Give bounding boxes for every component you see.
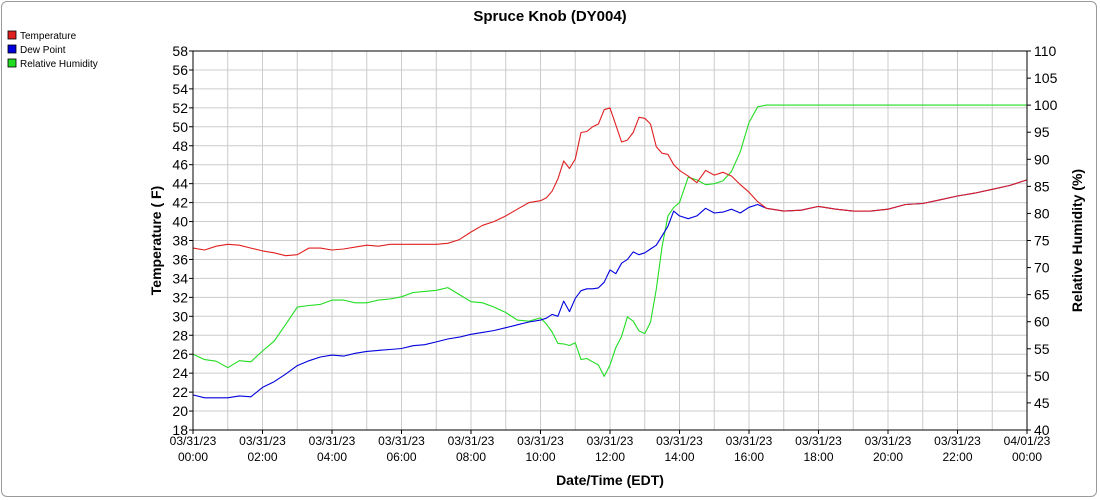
x-tick-label-time: 14:00 — [664, 450, 694, 464]
y-tick-label: 38 — [172, 233, 188, 249]
y2-tick-label: 90 — [1034, 151, 1050, 167]
legend-label-dew-point: Dew Point — [20, 45, 66, 56]
y-tick-label: 58 — [172, 43, 188, 59]
x-tick-label-date: 03/31/23 — [795, 434, 842, 448]
y-tick-label: 18 — [172, 422, 188, 438]
x-tick-label-time: 00:00 — [178, 450, 208, 464]
y-tick-label: 48 — [172, 138, 188, 154]
y2-tick-label: 50 — [1034, 368, 1050, 384]
legend-swatch-temperature — [7, 30, 17, 40]
y-tick-label: 26 — [172, 346, 188, 362]
y-tick-label: 40 — [172, 214, 188, 230]
legend: Temperature Dew Point Relative Humidity — [7, 30, 98, 70]
legend-swatch-dew-point — [7, 44, 17, 54]
x-tick-label-date: 04/01/23 — [1004, 434, 1051, 448]
series-line-temperature — [192, 107, 1028, 257]
y2-tick-label: 110 — [1034, 43, 1057, 59]
x-tick-label-time: 12:00 — [595, 450, 625, 464]
x-tick-label-time: 16:00 — [734, 450, 764, 464]
x-tick-label-time: 02:00 — [247, 450, 277, 464]
y2-tick-label: 105 — [1034, 70, 1058, 86]
y-tick-label: 34 — [172, 270, 188, 286]
x-tick-label-time: 06:00 — [386, 450, 416, 464]
y-tick-label: 50 — [172, 119, 188, 135]
legend-label-relative-humidity: Relative Humidity — [20, 59, 98, 70]
y2-tick-label: 55 — [1034, 341, 1050, 357]
x-tick-label-date: 03/31/23 — [656, 434, 703, 448]
legend-label-temperature: Temperature — [20, 31, 77, 42]
y2-tick-label: 65 — [1034, 287, 1050, 303]
x-tick-label-time: 08:00 — [456, 450, 486, 464]
y-tick-label: 54 — [172, 81, 188, 97]
x-tick-label-time: 18:00 — [803, 450, 833, 464]
x-tick-label-time: 22:00 — [942, 450, 972, 464]
y-tick-label: 32 — [172, 289, 188, 305]
x-tick-label-time: 10:00 — [525, 450, 555, 464]
y-tick-label: 20 — [172, 403, 188, 419]
x-axis-title: Date/Time (EDT) — [556, 472, 664, 488]
y-tick-label: 56 — [172, 62, 188, 78]
x-tick-label-date: 03/31/23 — [587, 434, 634, 448]
y2-tick-label: 95 — [1034, 124, 1050, 140]
y-tick-label: 30 — [172, 308, 188, 324]
x-tick-label-time: 04:00 — [317, 450, 347, 464]
x-tick-label-date: 03/31/23 — [517, 434, 564, 448]
y-tick-label: 42 — [172, 195, 188, 211]
x-tick-label-date: 03/31/23 — [309, 434, 356, 448]
x-tick-label-time: 20:00 — [873, 450, 903, 464]
y2-tick-label: 75 — [1034, 233, 1050, 249]
x-tick-label-date: 03/31/23 — [934, 434, 981, 448]
series-line-relative-humidity — [192, 104, 1027, 377]
y2-tick-label: 40 — [1034, 422, 1050, 438]
tick-marks — [189, 50, 1031, 434]
y-tick-label: 46 — [172, 157, 188, 173]
y2-tick-label: 60 — [1034, 314, 1050, 330]
y2-tick-label: 85 — [1034, 178, 1050, 194]
y-tick-label: 52 — [172, 100, 188, 116]
x-tick-label-date: 03/31/23 — [726, 434, 773, 448]
x-tick-label-time: 00:00 — [1012, 450, 1042, 464]
chart-title: Spruce Knob (DY004) — [473, 8, 626, 25]
y-tick-label: 28 — [172, 327, 188, 343]
x-tick-label-date: 03/31/23 — [865, 434, 912, 448]
y2-axis-title: Relative Humidity (%) — [1069, 169, 1085, 312]
x-tick-label-date: 03/31/23 — [239, 434, 286, 448]
y2-tick-label: 70 — [1034, 260, 1050, 276]
legend-swatch-relative-humidity — [7, 58, 17, 68]
y2-tick-label: 45 — [1034, 395, 1050, 411]
x-tick-label-date: 03/31/23 — [170, 434, 217, 448]
x-tick-label-date: 03/31/23 — [448, 434, 495, 448]
y-tick-label: 44 — [172, 176, 188, 192]
x-tick-label-date: 03/31/23 — [378, 434, 425, 448]
y-axis-title: Temperature ( F) — [148, 186, 164, 295]
series-group — [192, 104, 1028, 399]
y2-tick-label: 100 — [1034, 97, 1058, 113]
y-tick-label: 22 — [172, 384, 188, 400]
y-tick-label: 24 — [172, 365, 188, 381]
y-tick-label: 36 — [172, 251, 188, 267]
y2-tick-label: 80 — [1034, 205, 1050, 221]
